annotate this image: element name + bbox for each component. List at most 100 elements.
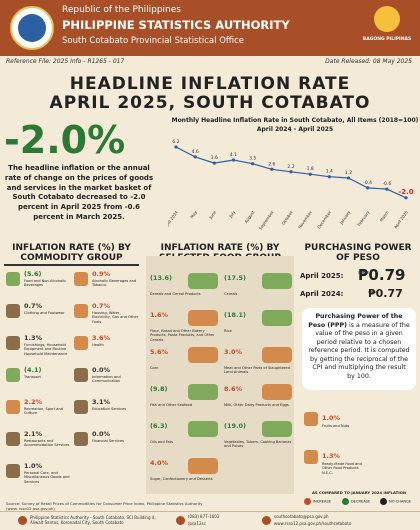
legend-swatch bbox=[380, 498, 387, 505]
category-icon bbox=[188, 273, 218, 289]
rate-value: (6.3) bbox=[150, 422, 168, 430]
rate-value: 1.0% bbox=[24, 462, 43, 470]
rate-value: 1.3% bbox=[322, 452, 341, 460]
footer-email[interactable]: southcotabato@psa.gov.ph bbox=[274, 514, 329, 519]
page-subtitle: APRIL 2025, SOUTH COTABATO bbox=[49, 93, 371, 113]
category-icon bbox=[188, 384, 218, 400]
rate-value: (17.5) bbox=[224, 274, 246, 282]
commodity-heading: INFLATION RATE (%) BY COMMODITY GROUP bbox=[12, 243, 131, 263]
legend-item: INCREASE bbox=[304, 498, 331, 505]
ppp-2025-value: ₱0.79 bbox=[358, 266, 406, 284]
legend-label: DECREASE bbox=[351, 499, 371, 504]
category-label: Corn bbox=[150, 366, 159, 370]
rate-value: 3.1% bbox=[92, 398, 111, 406]
footer-website[interactable]: www.rsso12.psa.gov.ph/southcotabato bbox=[274, 521, 352, 526]
commodity-item: 0.9% Alcoholic Beverages and Tobacco bbox=[74, 270, 140, 296]
category-label: Fish and Other Seafood bbox=[150, 403, 192, 407]
category-label: Rice bbox=[224, 329, 232, 333]
category-label: Vegetables, Tubers, Cooking Bananas and … bbox=[224, 440, 292, 449]
data-point bbox=[366, 186, 370, 190]
footer-phone: (083) 877-1603 bbox=[188, 514, 220, 519]
x-tick-label: June bbox=[207, 209, 217, 220]
commodity-item: 3.1% Education Services bbox=[74, 398, 140, 424]
footer-address: Philippine Statistics Authority - South … bbox=[30, 515, 156, 525]
ppp-2024-value: ₱0.77 bbox=[368, 287, 403, 300]
category-label: Food and Non-Alcoholic Beverages bbox=[24, 279, 67, 288]
ppp-definition-title: Purchasing Power of the Peso (PPP) bbox=[308, 313, 403, 329]
data-label: 2.2 bbox=[287, 164, 294, 170]
legend-item: NO CHANGE bbox=[380, 498, 411, 505]
food-item: (18.1) Rice bbox=[222, 307, 296, 343]
chart-title: Monthly Headline Inflation Rate in South… bbox=[171, 117, 419, 124]
category-label: Oils and Fats bbox=[150, 440, 173, 444]
email-icon bbox=[262, 516, 271, 525]
data-point bbox=[174, 145, 178, 149]
rate-value: (13.6) bbox=[150, 274, 172, 282]
category-icon bbox=[6, 272, 20, 286]
category-label: Meat and Other Parts of Slaughtered Land… bbox=[224, 366, 290, 375]
category-icon bbox=[262, 310, 292, 326]
category-icon bbox=[74, 368, 88, 382]
data-point bbox=[212, 161, 216, 165]
rate-value: 8.6% bbox=[224, 385, 243, 393]
data-label: 6.2 bbox=[172, 139, 179, 145]
category-icon bbox=[6, 400, 20, 414]
commodity-item: 0.0% Information and Communication bbox=[74, 366, 140, 392]
bagong-pilipinas-logo: BAGONG PILIPINAS bbox=[362, 4, 412, 52]
data-label: 1.2 bbox=[345, 170, 352, 176]
food-item: 1.0% Fruits and Nuts bbox=[304, 412, 358, 452]
data-point bbox=[289, 170, 293, 174]
category-label: Cereals and Cereal Products bbox=[150, 292, 201, 296]
x-tick-label: January bbox=[338, 209, 352, 226]
category-icon bbox=[74, 336, 88, 350]
category-icon bbox=[262, 384, 292, 400]
category-icon bbox=[6, 464, 20, 478]
category-label: Clothing and Footwear bbox=[24, 311, 65, 315]
reference-file: Reference File: 2025 Info - R1265 - 017 bbox=[6, 58, 125, 65]
inflation-line-chart: 6.2 April 2024 4.6 May 3.6 June 4.1 July 3.5 Augu… bbox=[168, 139, 414, 231]
commodity-panel: (5.6) Food and Non-Alcoholic Beverages 0.9… bbox=[4, 256, 139, 494]
rate-value: 0.0% bbox=[92, 366, 111, 374]
category-label: Furnishings, Household Equipment and Rou… bbox=[24, 343, 68, 356]
data-label: 4.1 bbox=[230, 152, 237, 158]
chart-subtitle: April 2024 - April 2025 bbox=[256, 126, 334, 133]
divider bbox=[4, 264, 139, 266]
x-tick-label: April 2024 bbox=[168, 209, 179, 229]
data-label: 3.6 bbox=[211, 155, 218, 161]
food-item: 4.0% Sugar, Confectionery and Desserts bbox=[148, 455, 222, 491]
category-icon bbox=[262, 347, 292, 363]
category-label: Cereals bbox=[224, 292, 238, 296]
data-point bbox=[404, 196, 408, 200]
category-icon bbox=[6, 336, 20, 350]
rate-value: 2.2% bbox=[24, 398, 43, 406]
data-label: 3.5 bbox=[249, 156, 256, 162]
rate-value: 0.7% bbox=[92, 302, 111, 310]
legend-title: AS COMPARED TO JANUARY 2024 INFLATION bbox=[311, 490, 407, 495]
category-label: Alcoholic Beverages and Tobacco bbox=[92, 279, 137, 288]
rate-value: 0.7% bbox=[24, 302, 43, 310]
category-icon bbox=[6, 304, 20, 318]
category-label: Fruits and Nuts bbox=[322, 424, 350, 428]
commodity-item: 1.0% Personal Care, and Miscellaneous Goo… bbox=[6, 462, 72, 488]
x-tick-label: March bbox=[379, 209, 390, 222]
x-tick-label: February bbox=[356, 209, 371, 227]
category-label: Ready-Made Food and Other Food Products … bbox=[322, 462, 362, 475]
legend-label: INCREASE bbox=[313, 499, 332, 504]
commodity-item: 0.0% Financial Services bbox=[74, 430, 140, 456]
rate-value: 3.6% bbox=[92, 334, 111, 342]
category-label: Flour, Bread and Other Bakery Products, … bbox=[150, 329, 215, 342]
x-tick-label: September bbox=[258, 209, 275, 230]
data-point bbox=[308, 172, 312, 176]
category-label: Personal Care, and Miscellaneous Goods a… bbox=[24, 471, 70, 484]
ppp-heading: PURCHASING POWER OF PESO bbox=[304, 243, 412, 263]
category-icon bbox=[74, 400, 88, 414]
food-item: 5.6% Corn bbox=[148, 344, 222, 380]
page-title: HEADLINE INFLATION RATE bbox=[69, 74, 351, 94]
rate-value: (4.1) bbox=[24, 366, 42, 374]
rate-value: 3.0% bbox=[224, 348, 243, 356]
x-tick-label: April 2025 bbox=[393, 209, 409, 229]
category-icon bbox=[262, 273, 292, 289]
legend-swatch bbox=[342, 498, 349, 505]
data-label: 1.8 bbox=[307, 166, 314, 172]
commodity-item: 0.7% Clothing and Footwear bbox=[6, 302, 72, 328]
